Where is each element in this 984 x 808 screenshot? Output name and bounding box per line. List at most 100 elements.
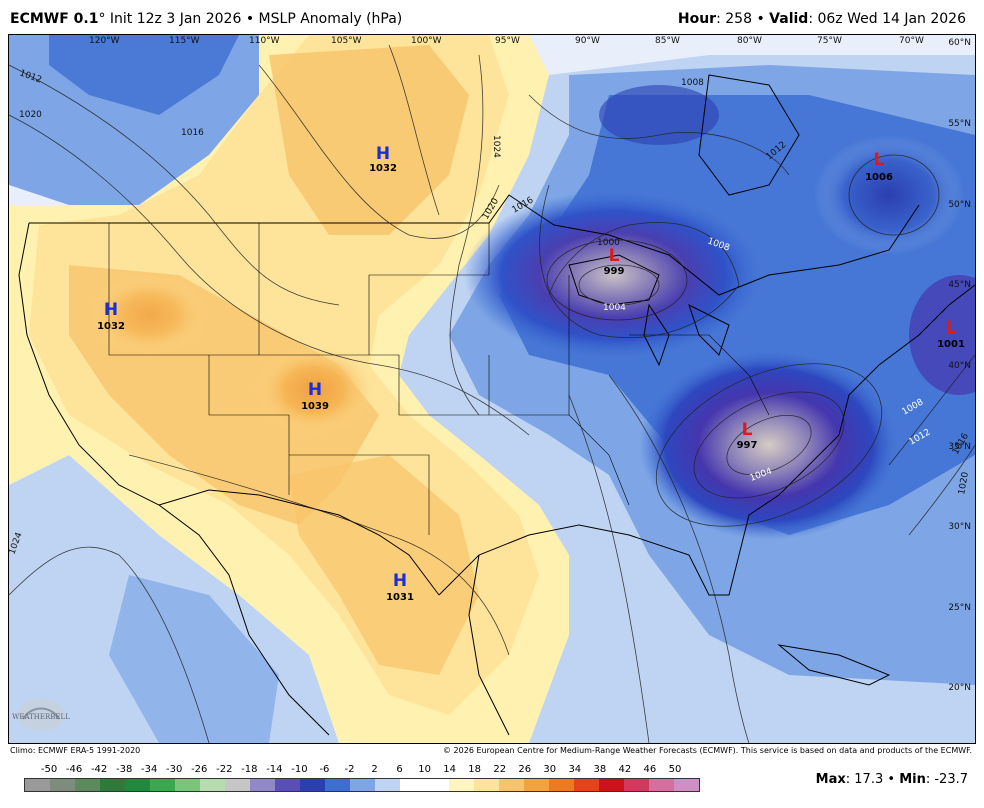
carolina-low-core (639, 350, 899, 540)
basin-high-core (89, 275, 209, 355)
colorbar-swatch (149, 779, 175, 791)
lake-michigan (643, 303, 670, 367)
hour-value: 258 (725, 11, 752, 27)
colorbar-tick-label: 10 (418, 764, 431, 775)
lon-label-100w: 100°W (411, 36, 442, 46)
colorbar-tick-label: 46 (643, 764, 657, 775)
mexico-pacific-blue (109, 575, 279, 743)
colorbar-tick-label: -50 (40, 764, 58, 775)
lat-label-25n: 25°N (948, 603, 971, 613)
colorbar-tick-label: 30 (543, 764, 557, 775)
forecast-time: Hour: 258 • Valid: 06z Wed 14 Jan 2026 (677, 11, 966, 27)
colorbar-tick-label: -6 (319, 764, 330, 775)
colorbar-swatch (549, 779, 575, 791)
max-label: Max (815, 772, 846, 787)
lat-label-60n: 60°N (948, 38, 971, 48)
low-value-maine: 1001 (937, 339, 965, 350)
state-line-midsouth (489, 414, 630, 506)
degree-sign: ° (98, 11, 106, 27)
high-value-mexico: 1031 (386, 592, 414, 603)
colorbar-swatch (274, 779, 300, 791)
colorbar-tick-label: -46 (65, 764, 83, 775)
us-canada-border (29, 194, 920, 296)
colorbar-tick-label: 50 (668, 764, 682, 775)
isobar-label-1004-lakes: 1004 (603, 303, 626, 313)
colorbar-tick-label: 22 (493, 764, 507, 775)
lon-label-95w: 95°W (495, 36, 520, 46)
lat-label-40n: 40°N (948, 361, 971, 371)
state-line-plains (369, 354, 490, 416)
lon-label-90w: 90°W (575, 36, 600, 46)
colorbar-tick-label: -38 (115, 764, 133, 775)
colorbar-tick-label: -14 (266, 764, 283, 775)
colorbar-tick-label: 34 (568, 764, 582, 775)
time-bullet: • (756, 11, 765, 27)
colorbar-tick-label: 2 (371, 764, 378, 775)
high-symbol-colorado: H (308, 380, 322, 400)
lat-label-45n: 45°N (948, 280, 971, 290)
colorbar-tick-label: 42 (618, 764, 632, 775)
colorbar-swatch (674, 779, 700, 791)
mexico-gulf-coastline (468, 554, 510, 736)
colorbar (24, 778, 700, 792)
colorbar-tick-label: 6 (396, 764, 403, 775)
lat-label-35n: 35°N (948, 442, 971, 452)
hudson-bay (698, 74, 800, 196)
pacific-strong-negative (49, 35, 239, 115)
colorbar-tick-label: 14 (443, 764, 456, 775)
high-value-colorado: 1039 (301, 401, 329, 412)
maine-low-core (909, 275, 975, 395)
isobar-label-1008-hudson: 1008 (681, 78, 704, 88)
low-symbol-carolina: L (742, 420, 753, 440)
lon-label-75w: 75°W (817, 36, 842, 46)
init-time: Init 12z 3 Jan 2026 (109, 11, 242, 27)
low-value-carolina: 997 (737, 440, 758, 451)
lat-label-55n: 55°N (948, 119, 971, 129)
colorbar-tick-label: -30 (166, 764, 183, 775)
colorbar-swatch (349, 779, 375, 791)
weatherbell-logo: WEATHERBELL (12, 699, 70, 731)
colorbar-tick-label: 38 (593, 764, 607, 775)
colorbar-swatch (249, 779, 275, 791)
state-line-ohio (629, 334, 770, 416)
hudson-bay-west-core (599, 85, 719, 145)
lon-label-70w: 70°W (899, 36, 924, 46)
colorbar-tick-label: -18 (241, 764, 258, 775)
colorbar-swatch (299, 779, 325, 791)
gulf-atlantic-coastline (438, 284, 975, 596)
isobars (9, 44, 975, 743)
colorbar-tick-label: -2 (344, 764, 355, 775)
high-symbol-canada: H (376, 144, 390, 164)
colorbar-swatch (474, 779, 500, 791)
copyright-credit: © 2026 European Centre for Medium-Range … (443, 746, 972, 755)
colorbar-swatch (599, 779, 625, 791)
mexico-high-core (289, 455, 479, 675)
colorbar-swatch (74, 779, 100, 791)
lake-superior (568, 254, 660, 306)
colorbar-tick-label: -42 (90, 764, 108, 775)
lon-label-105w: 105°W (331, 36, 362, 46)
high-value-canada: 1032 (369, 163, 397, 174)
min-label: Min (899, 772, 926, 787)
isobar-label-1020-pacific: 1020 (19, 110, 42, 120)
colorado-high-core (254, 345, 374, 435)
low-symbol-lakes: L (609, 246, 620, 266)
state-line-north (258, 223, 490, 356)
colorbar-swatch (424, 779, 450, 791)
colorbar-tick-label: -10 (291, 764, 308, 775)
max-value: 17.3 (854, 772, 884, 787)
colorbar-tick-label: -22 (216, 764, 233, 775)
lon-label-80w: 80°W (737, 36, 762, 46)
colorbar-swatch (524, 779, 550, 791)
valid-value: 06z Wed 14 Jan 2026 (817, 11, 966, 27)
lon-label-115w: 115°W (169, 36, 200, 46)
colorbar-tick-label: -26 (191, 764, 208, 775)
colorbar-swatch (124, 779, 150, 791)
hudson-bay-low-core (814, 135, 964, 255)
isobar-label-1016-pacific: 1016 (181, 128, 204, 138)
colorbar-swatch (99, 779, 125, 791)
isobar-label-1020-atlantic: 1020 (957, 471, 971, 496)
map-title: ECMWF 0.1° Init 12z 3 Jan 2026 • MSLP An… (10, 11, 402, 27)
great-lakes-low-core (464, 190, 764, 360)
low-symbol-maine: L (946, 318, 957, 338)
